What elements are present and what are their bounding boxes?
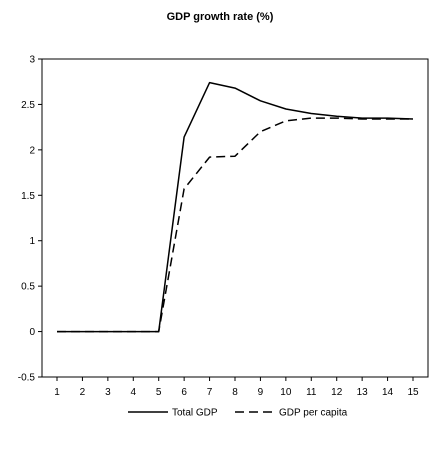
legend: Total GDP GDP per capita (128, 408, 348, 419)
legend-label: Total GDP (172, 408, 218, 419)
y-tick-label: 2 (29, 145, 35, 156)
plot-border (41, 58, 429, 378)
x-tick-label: 5 (156, 387, 162, 398)
x-tick-label: 3 (105, 387, 111, 398)
legend-label: GDP per capita (279, 408, 348, 419)
series-layer (57, 81, 414, 333)
series-line-total-gdp (57, 81, 414, 333)
y-axis: -0.5 0 0.5 1 1.5 2 2.5 3 (18, 55, 42, 384)
chart-title: GDP growth rate (%) (167, 11, 274, 23)
plot-area (41, 58, 429, 378)
x-tick-label: 1 (54, 387, 60, 398)
series-line-gdp-per-capita (57, 117, 413, 333)
x-tick-label: 14 (382, 387, 394, 398)
y-tick-label: 1 (29, 236, 35, 247)
y-tick-label: 0 (29, 327, 35, 338)
x-tick-label: 7 (207, 387, 213, 398)
x-tick-label: 2 (80, 387, 86, 398)
x-tick-label: 10 (280, 387, 292, 398)
x-tick-label: 8 (232, 387, 238, 398)
x-tick-label: 15 (407, 387, 419, 398)
y-tick-label: -0.5 (18, 373, 36, 384)
y-tick-label: 3 (29, 55, 35, 66)
x-tick-label: 4 (131, 387, 137, 398)
x-axis: 1 2 3 4 5 6 7 8 9 10 11 12 13 14 15 (54, 377, 419, 398)
y-tick-label: 2.5 (21, 100, 35, 111)
x-tick-label: 11 (306, 387, 317, 398)
x-tick-label: 13 (357, 387, 369, 398)
x-tick-label: 9 (258, 387, 264, 398)
x-tick-label: 6 (181, 387, 187, 398)
x-tick-label: 12 (331, 387, 343, 398)
y-tick-label: 0.5 (21, 282, 35, 293)
y-tick-label: 1.5 (21, 191, 35, 202)
